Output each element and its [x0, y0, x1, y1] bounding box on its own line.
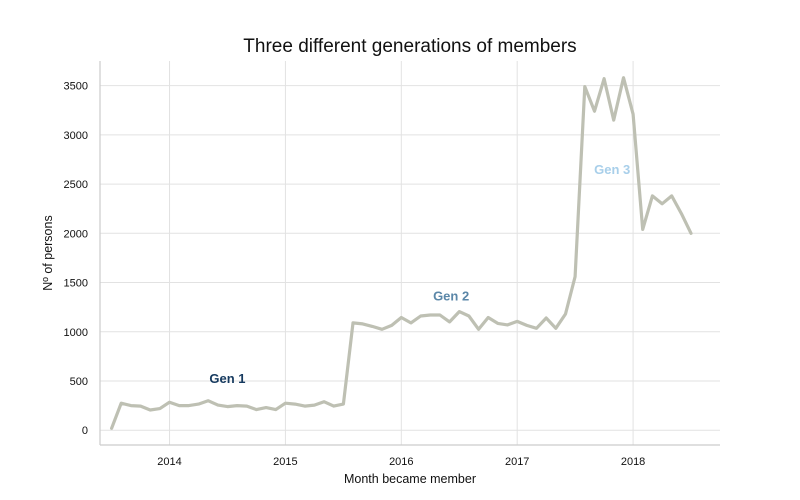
y-tick-label: 1500	[64, 278, 88, 290]
y-tick-label: 3000	[64, 130, 88, 142]
y-tick-label: 2500	[64, 179, 88, 191]
y-tick-label: 3500	[64, 81, 88, 93]
x-tick-label: 2016	[389, 456, 413, 468]
y-tick-label: 0	[82, 425, 88, 437]
series-layer	[109, 76, 693, 430]
x-axis-label: Month became member	[344, 472, 476, 486]
x-tick-label: 2014	[157, 456, 181, 468]
x-tick-label: 2015	[273, 456, 297, 468]
y-tick-label: 2000	[64, 228, 88, 240]
y-axis-label: Nº of persons	[41, 215, 55, 290]
x-tick-label: 2018	[621, 456, 645, 468]
grid-lines	[100, 61, 720, 445]
annotation-label: Gen 1	[209, 371, 245, 386]
tick-labels: 2014 2015 2016 2017 2018 0 500 1000 1500 2000 2500…	[64, 81, 646, 468]
x-tick-label: 2017	[505, 456, 529, 468]
annotation-label: Gen 2	[433, 288, 469, 303]
annotation-label: Gen 3	[594, 162, 630, 177]
y-tick-label: 500	[70, 376, 88, 388]
y-tick-label: 1000	[64, 327, 88, 339]
annotations: Gen 1 Gen 2 Gen 3	[209, 162, 630, 386]
chart-title: Three different generations of members	[243, 36, 576, 57]
axes	[99, 61, 720, 446]
